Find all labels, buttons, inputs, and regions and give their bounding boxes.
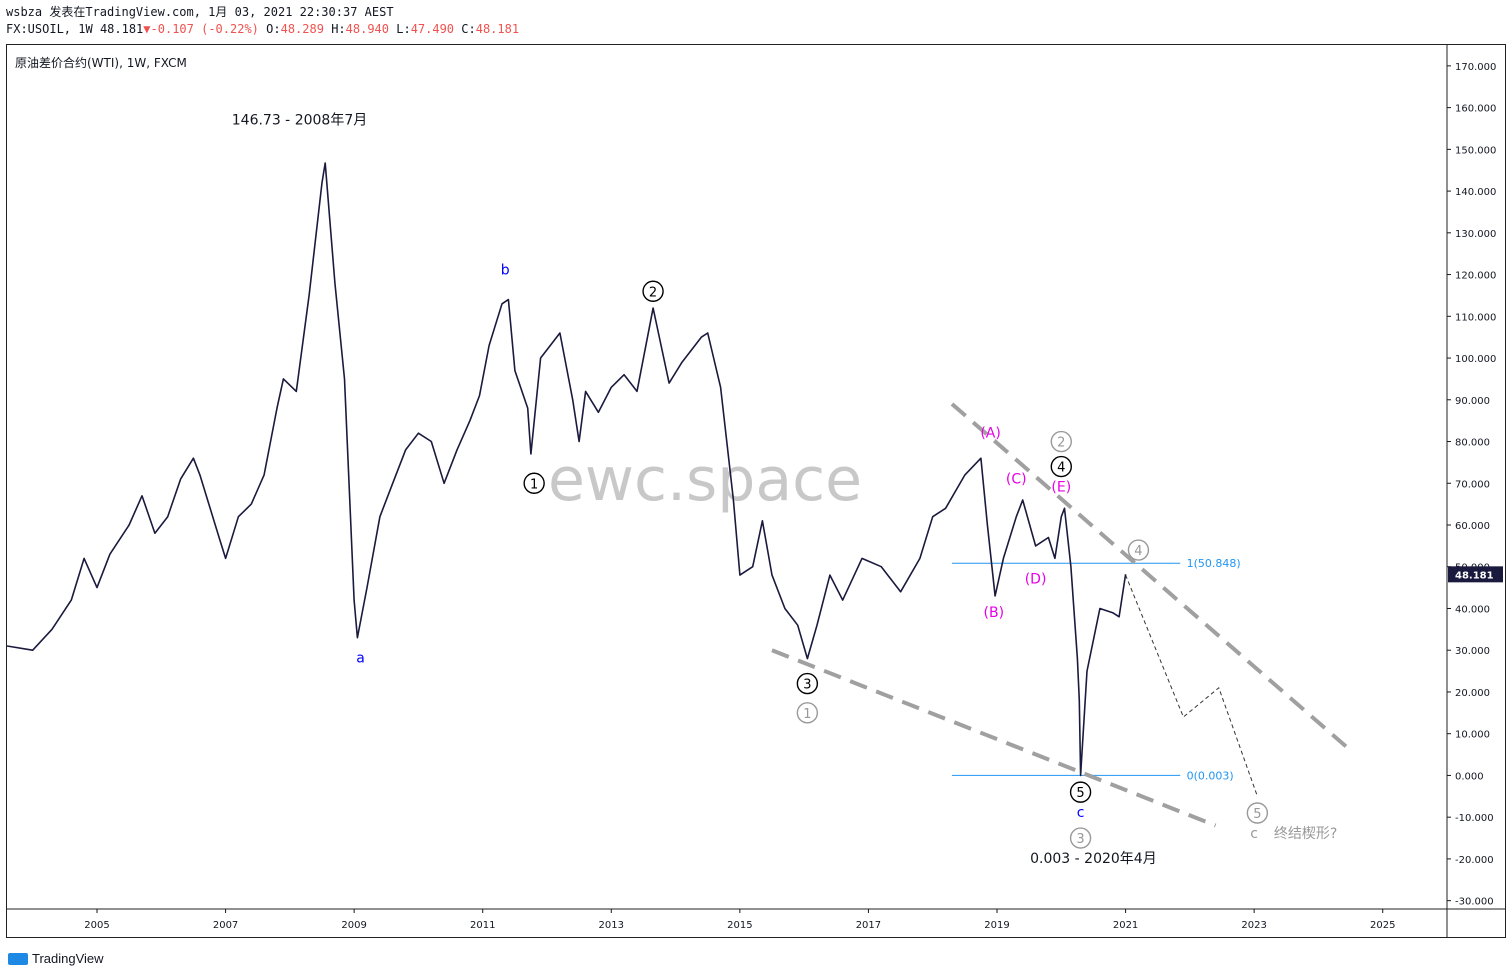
last-price-value: 48.181 [99,22,144,36]
wave-number: 3 [1076,832,1084,847]
x-tick-label: 2005 [84,920,109,931]
y-tick-label: 80.000 [1455,438,1490,449]
close-value: 48.181 [475,22,520,36]
y-tick-label: 10.000 [1455,730,1490,741]
projected-path [1125,574,1258,797]
y-tick-label: 100.000 [1455,354,1496,365]
chart-header: wsbza 发表在TradingView.com, 1月 03, 2021 22… [6,4,519,38]
x-tick-label: 2009 [341,920,366,931]
wedge-trendline [771,648,1217,828]
price-chart[interactable]: 原油差价合约(WTI), 1W, FXCM ewc.space 170.0001… [6,45,1505,937]
x-tick-label: 2021 [1113,920,1138,931]
wave-circle [1069,827,1092,849]
chart-frame: 原油差价合约(WTI), 1W, FXCM ewc.space 170.000 1… [6,44,1506,938]
y-tick-label: 20.000 [1455,688,1490,699]
y-tick-label: 160.000 [1455,104,1496,115]
wave-number: 5 [1253,807,1261,822]
wave-circle [1050,455,1072,478]
publish-info: wsbza 发表在TradingView.com, 1月 03, 2021 22… [6,5,394,19]
wave-number: 2 [1057,436,1065,451]
wave-circle [1127,539,1150,561]
wave-number: 1 [530,477,538,492]
x-tick-label: 2023 [1241,920,1266,931]
wave-circle [796,672,819,695]
y-tick-label: 30.000 [1455,646,1490,657]
y-tick-label: 90.000 [1455,396,1490,407]
wave-number: 4 [1057,461,1065,476]
y-tick-label: 120.000 [1455,271,1496,282]
wave-annotation: b [501,263,510,279]
y-tick-label: 0.000 [1455,771,1484,782]
x-tick-label: 2025 [1370,920,1395,931]
x-tick-label: 2017 [856,920,881,931]
wave-annotation: (E) [1051,480,1071,496]
y-tick-label: 110.000 [1455,312,1496,323]
x-tick-label: 2011 [470,920,495,931]
wave-circle [523,472,545,494]
wave-circle [1069,781,1092,803]
y-tick-label: -30.000 [1455,897,1494,908]
fib-level-label: 0(0.003) [1187,769,1234,782]
price-change: -0.107 (-0.22%) [150,22,259,36]
y-tick-label: -20.000 [1455,855,1494,866]
y-tick-label: -10.000 [1455,813,1494,824]
brand-label: TradingView [32,951,104,966]
last-price-tag [1448,566,1503,583]
wave-circle [642,280,664,302]
watermark: ewc.space [548,445,862,515]
wave-annotation: (A) [980,425,1001,441]
wave-number: 3 [803,678,811,693]
low-label: L: [396,22,411,36]
high-value: 48.940 [345,22,389,36]
ohlc-line: FX:USOIL, 1W 48.181▼-0.107 (-0.22%) O:48… [6,21,519,38]
wedge-trendline [950,402,1352,752]
wave-circle [796,702,819,724]
footer-brand: TradingView [8,951,104,966]
wave-annotation: (B) [984,605,1005,621]
wave-number: 1 [803,707,811,722]
wave-circle [1050,430,1072,453]
chart-title: 原油差价合约(WTI), 1W, FXCM [15,55,187,70]
symbol-label: FX:USOIL, 1W [6,22,93,36]
wave-circle [1246,802,1269,824]
open-value: 48.289 [280,22,324,36]
wave-number: 4 [1134,544,1142,559]
low-value: 47.490 [410,22,455,36]
y-tick-label: 130.000 [1455,229,1496,240]
wave-number: 2 [649,285,657,300]
wave-annotation: (C) [1006,471,1027,487]
wave-annotation: (D) [1025,571,1047,587]
wave-annotation: a [356,651,365,667]
fib-level-label: 1(50.848) [1187,557,1241,570]
y-tick-label: 170.000 [1455,62,1496,73]
wave-annotation: 0.003 - 2020年4月 [1030,851,1157,867]
x-tick-label: 2019 [984,920,1009,931]
y-tick-label: 60.000 [1455,521,1490,532]
x-tick-label: 2015 [727,920,752,931]
x-tick-label: 2013 [599,920,624,931]
x-tick-label: 2007 [213,920,238,931]
y-tick-label: 150.000 [1455,145,1496,156]
last-price-label: 48.181 [1455,570,1494,581]
y-tick-label: 70.000 [1455,479,1490,490]
high-label: H: [331,22,346,36]
open-label: O: [266,22,281,36]
wave-annotation: 终结楔形? [1274,826,1337,842]
price-series-line [6,162,1127,777]
tradingview-logo-icon [8,952,28,965]
wave-annotation: 146.73 - 2008年7月 [232,112,367,128]
down-arrow-icon: ▼ [143,22,151,36]
close-label: C: [461,22,476,36]
wave-annotation: c [1077,805,1085,821]
y-tick-label: 40.000 [1455,604,1490,615]
wave-annotation: c [1250,826,1258,842]
y-tick-label: 140.000 [1455,187,1496,198]
wave-number: 5 [1076,786,1084,801]
